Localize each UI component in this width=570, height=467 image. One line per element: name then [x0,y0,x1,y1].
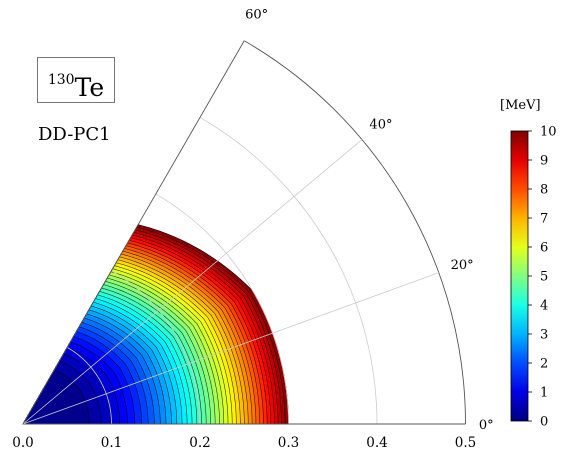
interaction-label: DD-PC1 [38,124,111,145]
radial-gridline [111,270,201,425]
angular-gridline [22,272,439,425]
axis-labels: 0.0 0.1 0.2 0.3 0.4 0.50° 20° 40° 60° [12,7,493,451]
mass-number: 130 [47,72,75,88]
angular-tick-label: 40° [369,118,392,133]
colorbar-tick-label: 0 [540,415,548,430]
colorbar-tick-label: 9 [540,154,548,169]
colorbar-tick-label: 5 [540,270,548,285]
sector-edge [22,40,245,425]
angular-tick-label: 60° [245,7,268,22]
angular-tick-label: 0° [479,418,494,433]
colorbar: 0 1 2 3 4 5 6 7 8 9 10 [510,125,557,430]
radial-gridline [67,347,112,425]
colorbar-tick-label: 1 [540,386,548,401]
angular-gridline [22,139,363,425]
colorbar-unit-label: [MeV] [500,98,541,113]
colorbar-tick-label: 6 [540,241,548,256]
nucleus-label: 130Te [37,57,115,103]
radial-tick-label: 0.5 [455,435,476,451]
colorbar-tick-label: 8 [540,183,548,198]
outer-arc [244,40,466,425]
colorbar-bar [510,130,529,422]
contour-fill [22,224,289,425]
polar-grid [22,40,466,425]
radial-tick-label: 0.1 [101,435,122,451]
colorbar-tick-label: 2 [540,357,548,372]
angular-tick-label: 20° [451,258,474,273]
radial-gridline [199,117,378,425]
colorbar-tick-label: 10 [540,125,557,140]
radial-tick-label: 0.4 [366,435,387,451]
colorbar-tick-label: 4 [540,299,548,314]
colorbar-tick-label: 7 [540,212,548,227]
radial-tick-label: 0.2 [189,435,210,451]
radial-gridline [155,193,289,425]
radial-tick-label: 0.3 [278,435,299,451]
colorbar-tick-label: 3 [540,328,548,343]
element-symbol: Te [74,73,105,102]
radial-tick-label: 0.0 [12,435,33,451]
